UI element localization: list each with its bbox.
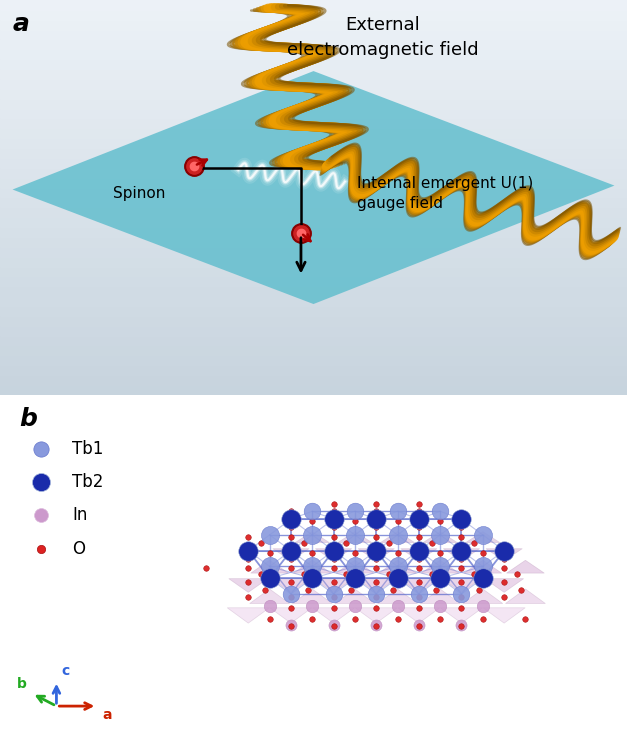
Polygon shape <box>292 589 332 603</box>
Polygon shape <box>398 608 440 623</box>
Bar <box>0 236 627 247</box>
Polygon shape <box>442 579 481 592</box>
Polygon shape <box>312 608 355 623</box>
Polygon shape <box>483 608 525 623</box>
Polygon shape <box>315 549 352 561</box>
Bar <box>0 375 627 385</box>
Bar <box>0 276 627 286</box>
Bar <box>0 59 627 69</box>
Polygon shape <box>357 579 396 592</box>
Bar <box>0 326 627 335</box>
Bar <box>0 49 627 60</box>
Text: b: b <box>17 677 27 691</box>
Polygon shape <box>227 608 270 623</box>
Polygon shape <box>486 549 522 561</box>
Polygon shape <box>358 549 394 561</box>
Bar <box>0 10 627 19</box>
Text: Internal emergent U(1)
gauge field: Internal emergent U(1) gauge field <box>357 176 534 211</box>
Polygon shape <box>399 579 438 592</box>
Bar <box>0 69 627 79</box>
Polygon shape <box>337 532 372 542</box>
Polygon shape <box>293 560 331 573</box>
Bar <box>0 266 627 276</box>
Text: Tb1: Tb1 <box>72 440 103 458</box>
Polygon shape <box>507 560 544 573</box>
Bar <box>0 177 627 188</box>
Polygon shape <box>465 532 500 542</box>
Bar <box>0 355 627 365</box>
Bar <box>0 256 627 267</box>
Polygon shape <box>270 608 312 623</box>
Polygon shape <box>401 549 437 561</box>
Polygon shape <box>420 589 460 603</box>
Bar <box>0 89 627 99</box>
Polygon shape <box>443 549 480 561</box>
Text: c: c <box>61 664 70 678</box>
Polygon shape <box>314 579 353 592</box>
Bar <box>0 305 627 316</box>
Polygon shape <box>336 560 374 573</box>
Text: Tb2: Tb2 <box>72 473 103 492</box>
Bar <box>0 247 627 256</box>
Bar <box>0 286 627 296</box>
Polygon shape <box>423 532 458 542</box>
Text: External
electromagnetic field: External electromagnetic field <box>287 16 478 59</box>
Text: In: In <box>72 507 88 524</box>
Text: b: b <box>19 407 37 431</box>
Polygon shape <box>377 589 418 603</box>
Bar <box>0 19 627 30</box>
Polygon shape <box>380 532 415 542</box>
Polygon shape <box>273 549 309 561</box>
Bar <box>0 98 627 109</box>
Text: Spinon: Spinon <box>113 186 166 200</box>
Bar <box>0 39 627 49</box>
Bar <box>0 207 627 218</box>
Bar <box>0 226 627 237</box>
Bar <box>0 384 627 395</box>
Polygon shape <box>335 589 375 603</box>
Polygon shape <box>271 579 310 592</box>
Polygon shape <box>464 560 502 573</box>
Bar <box>0 365 627 375</box>
Bar <box>0 197 627 207</box>
Bar <box>0 157 627 168</box>
Bar <box>0 168 627 178</box>
Polygon shape <box>355 608 398 623</box>
Bar <box>0 217 627 227</box>
Polygon shape <box>440 608 483 623</box>
Bar <box>0 345 627 355</box>
Bar <box>0 118 627 128</box>
Bar <box>0 108 627 118</box>
Bar <box>0 138 627 148</box>
Polygon shape <box>13 71 614 304</box>
Polygon shape <box>505 589 545 603</box>
Polygon shape <box>229 579 268 592</box>
Bar <box>0 187 627 197</box>
Bar <box>0 148 627 158</box>
Bar <box>0 315 627 326</box>
Polygon shape <box>295 532 330 542</box>
Text: O: O <box>72 539 85 557</box>
Bar <box>0 335 627 346</box>
Text: a: a <box>13 12 29 36</box>
Text: a: a <box>102 708 112 722</box>
Polygon shape <box>379 560 416 573</box>
Polygon shape <box>251 560 288 573</box>
Polygon shape <box>421 560 459 573</box>
Bar <box>0 0 627 10</box>
Bar <box>0 296 627 306</box>
Polygon shape <box>485 579 524 592</box>
Bar <box>0 128 627 139</box>
Bar <box>0 29 627 39</box>
Polygon shape <box>250 589 290 603</box>
Bar <box>0 78 627 89</box>
Polygon shape <box>463 589 503 603</box>
